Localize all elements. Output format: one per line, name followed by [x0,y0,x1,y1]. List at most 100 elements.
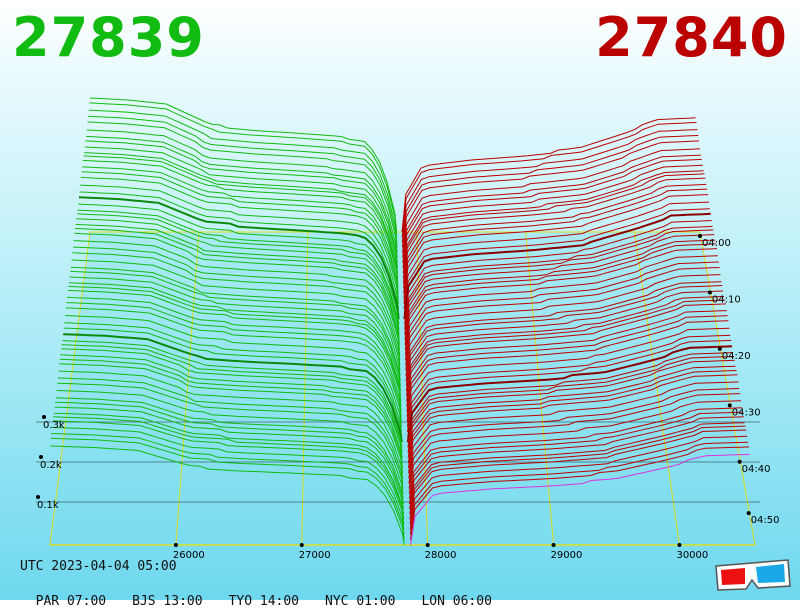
bid-contour [82,159,399,289]
time-tick-label: 04:20 [722,351,751,362]
ask-contour [403,194,709,304]
ask-contour [406,345,733,443]
tz-par: PAR 07:00 [35,594,107,609]
time-tick-mark [717,346,722,351]
bid-contour [84,146,399,274]
time-tick-label: 04:00 [702,238,731,249]
time-tick-label: 04:50 [751,515,780,526]
ask-contour [407,365,736,463]
ask-contour [402,170,704,279]
ask-contour [403,177,706,289]
ask-contour [407,334,731,433]
bid-contour [61,348,403,458]
3d-glasses-icon[interactable] [712,556,792,596]
bid-contour [73,240,401,361]
bid-contour [66,302,402,417]
ask-contour [410,446,750,540]
time-tick-mark [746,511,751,516]
ask-contour [408,393,741,489]
ask-contour [407,359,735,458]
bid-contour [49,445,405,546]
bid-contour [57,382,404,489]
time-tick-label: 04:30 [732,407,761,418]
time-tick-mark [727,403,732,408]
ask-contour [407,352,734,448]
ask-contour [408,400,742,494]
bid-contour [77,209,400,330]
z-tick-mark [36,495,40,499]
bid-contour [87,115,398,248]
bid-contour [86,129,398,258]
utc-time: UTC 2023-04-04 05:00 [20,559,177,574]
bid-contour [78,196,400,320]
timezone-row: PAR 07:00 BJS 13:00 TYO 14:00 NYC 01:00 LON … [20,579,518,609]
time-tick-mark [698,234,702,238]
ask-contour [409,416,744,510]
x-tick-label: 27000 [299,550,331,561]
x-tick-mark [677,543,682,547]
bid-contour [71,259,401,376]
ask-contour [403,188,708,299]
ask-contour [409,435,748,530]
bid-contour [82,166,399,294]
ask-contour [403,201,709,310]
x-tick-mark [299,543,304,547]
bid-contour [76,213,400,335]
bid-contour [72,246,401,366]
x-tick-mark [173,543,178,547]
ask-contour [406,299,726,402]
bid-contour [87,121,398,253]
ask-contour [405,274,721,376]
ask-contour [403,183,707,294]
ask-contour [404,220,712,325]
tz-nyc: NYC 01:00 [325,594,396,609]
depth-curves [49,97,750,546]
bid-contour [51,433,405,535]
bid-contour [53,416,405,520]
bid-contour [63,327,403,438]
ask-contour [405,290,724,392]
ask-contour [405,267,720,371]
ask-contour [408,381,739,479]
ask-contour [409,425,746,520]
bid-contour [70,266,401,381]
bid-contour [60,354,403,463]
bid-contour [80,176,399,304]
bid-contour [70,270,401,386]
bid-contour [74,232,401,356]
bid-contour [69,276,401,392]
ask-contour [402,164,703,274]
bid-contour [57,377,404,484]
bid-contour [86,135,398,263]
ask-contour [410,453,750,546]
ask-contour [406,320,729,422]
z-tick-mark [42,415,46,419]
bid-contour [85,140,398,268]
ask-contour [401,122,697,238]
bid-contour [68,285,402,402]
ask-contour [409,441,749,535]
ask-contour [408,407,742,499]
ask-contour [401,129,698,243]
ask-contour [404,243,717,351]
z-tick-mark [39,455,43,459]
bid-price: 27839 [12,6,205,69]
bid-contour [88,109,398,243]
axis-labels: 26000 27000 28000 29000 30000 0.1k 0.2k 0.3k 04:… [36,234,780,561]
ask-contour [402,154,701,263]
time-tick-mark [707,290,712,295]
ask-contour [405,285,723,386]
z-tick-label: 0.1k [37,500,59,511]
x-tick-label: 26000 [173,550,205,561]
bid-contour [80,184,399,310]
bid-contour [53,412,405,515]
bid-contour [89,102,398,238]
bid-contour [64,322,402,433]
time-tick-label: 04:40 [742,464,771,475]
ask-contour [402,158,702,268]
ask-contour [409,422,745,515]
bid-contour [51,426,405,530]
bid-contour [72,252,401,371]
ask-contour [402,148,701,258]
z-tick-label: 0.3k [43,420,65,431]
